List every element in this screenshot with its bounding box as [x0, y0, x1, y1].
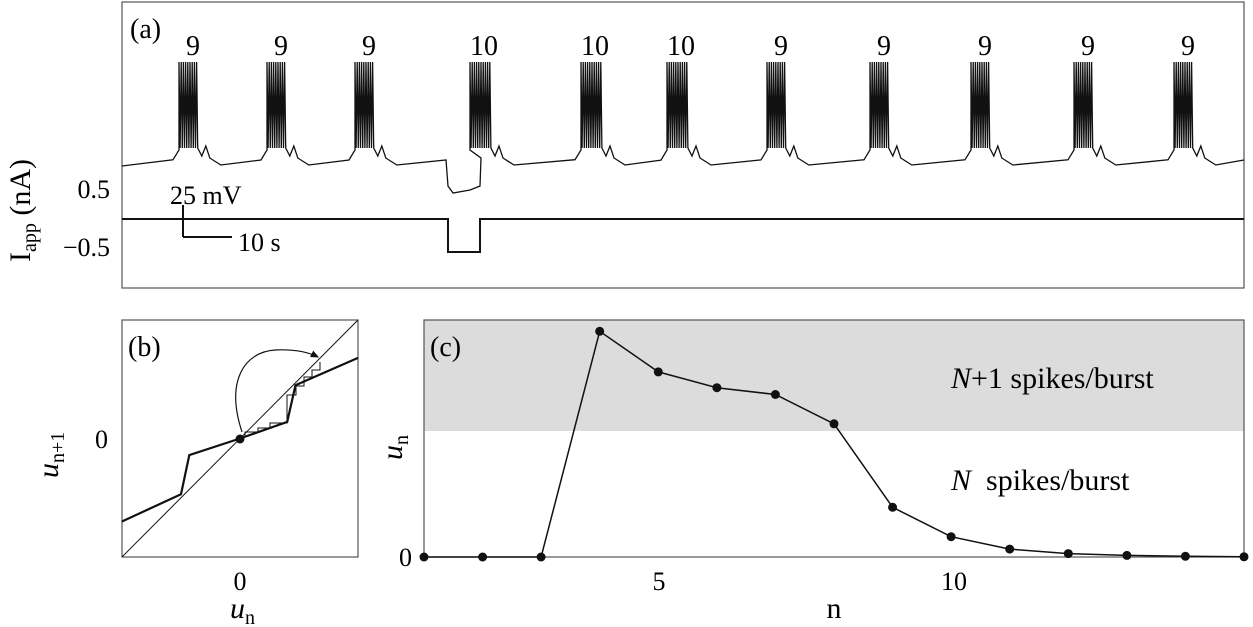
panel-c-ytick: 0	[399, 543, 412, 572]
panel-c-label: (c)	[430, 332, 461, 363]
spike-count-label: 9	[274, 31, 288, 62]
un-data-point	[419, 552, 429, 562]
un-data-point	[595, 326, 605, 336]
fixed-point-marker	[235, 434, 245, 444]
un-data-point	[829, 419, 839, 429]
panel-b-label: (b)	[128, 332, 161, 363]
spike-count-label: 9	[978, 31, 992, 62]
un-series-points	[419, 326, 1249, 562]
un-data-point	[770, 390, 780, 399]
spike-count-labels: 9 9 9 10 10 10 9 9 9 9 9	[186, 31, 1195, 62]
scale-bar: 25 mV 10 s	[170, 181, 281, 257]
lower-region-label: N spikes/burst	[950, 464, 1130, 497]
panel-c-xtick-10: 10	[941, 567, 967, 596]
upper-region-label: N+1 spikes/burst	[950, 362, 1154, 395]
un-data-point	[478, 552, 488, 562]
panel-b-xlabel: un	[230, 592, 255, 627]
panel-b-xtick: 0	[234, 567, 247, 596]
cobweb-path	[244, 362, 321, 437]
panel-a-ytick-neg: −0.5	[63, 233, 110, 262]
panel-a-frame	[121, 1, 1245, 289]
panel-c-ylabel: un	[376, 435, 413, 460]
panel-b-ytick: 0	[95, 425, 108, 454]
spike-count-label: 9	[186, 31, 200, 62]
un-data-point	[888, 502, 898, 512]
current-trace	[122, 218, 1244, 253]
un-data-point	[653, 367, 663, 377]
spike-count-label: 9	[774, 31, 788, 62]
un-data-point	[1122, 550, 1132, 560]
panel-a-ylabel: Iapp (nA)	[4, 159, 41, 262]
panel-c-xtick-5: 5	[653, 567, 666, 596]
jump-arrow	[235, 349, 320, 433]
panel-b-ylabel: un+1	[32, 432, 69, 478]
spike-count-label: 9	[1081, 31, 1095, 62]
panel-b-frame	[121, 319, 359, 558]
panel-a-label: (a)	[130, 14, 161, 45]
spike-count-label: 9	[1181, 31, 1195, 62]
panel-c: (c) N+1 spikes/burst N spikes/burst 0 5 …	[376, 319, 1249, 625]
un-data-point	[712, 383, 722, 393]
n-plus-1-region	[424, 320, 1244, 431]
spike-count-label: 9	[877, 31, 891, 62]
panel-a: (a) 9 9 9 10 10 10 9 9 9 9 9 25 mV 10 s 0.5 −0.5 I…	[4, 1, 1245, 289]
panel-c-xlabel: n	[827, 592, 842, 625]
un-data-point	[1005, 544, 1015, 554]
un-data-point	[1063, 549, 1073, 559]
scale-bar-time-label: 10 s	[238, 228, 281, 257]
spike-count-label: 9	[362, 31, 376, 62]
spike-count-label: 10	[470, 31, 498, 62]
scale-bar-voltage-label: 25 mV	[170, 181, 242, 210]
spike-count-label: 10	[667, 31, 695, 62]
un-data-point	[1239, 552, 1249, 562]
panel-b: (b) 0 0 un un+1	[32, 319, 359, 627]
panel-c-frame	[423, 319, 1245, 558]
un-data-point	[946, 532, 956, 542]
panel-a-ytick-pos: 0.5	[78, 175, 111, 204]
un-data-point	[536, 552, 546, 562]
spike-count-label: 10	[581, 31, 609, 62]
un-data-point	[1180, 551, 1190, 561]
voltage-trace	[121, 61, 1245, 194]
